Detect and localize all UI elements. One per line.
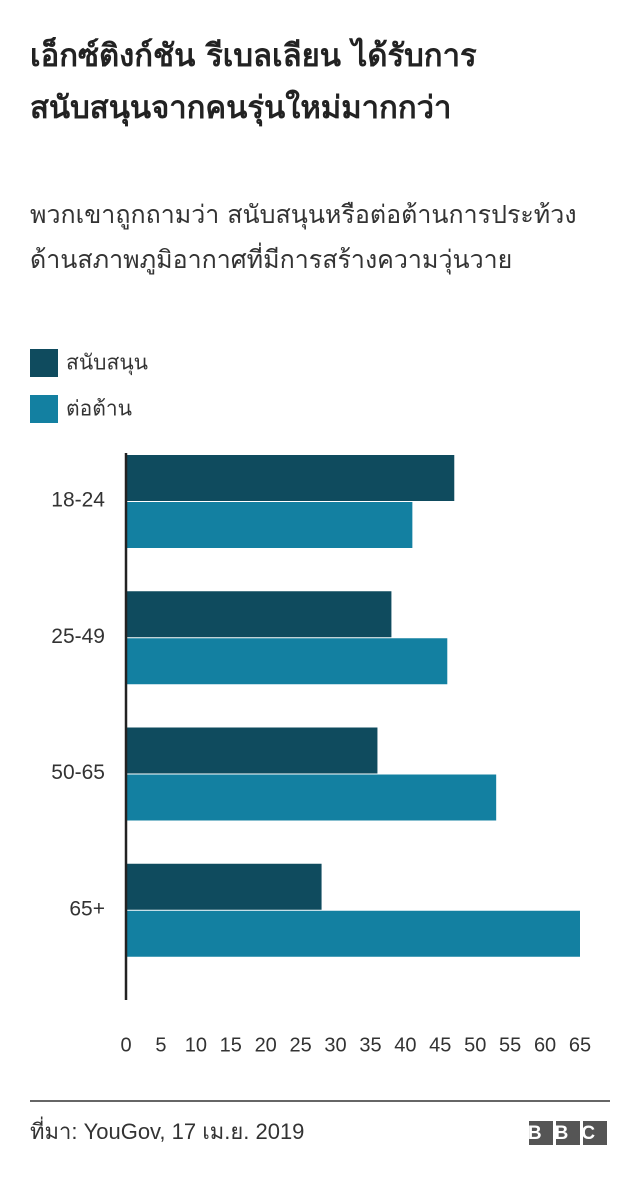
x-tick-label: 25 — [289, 1034, 311, 1056]
logo-text: BBC — [528, 1123, 608, 1144]
bar — [126, 910, 580, 957]
x-tick-label: 60 — [534, 1034, 556, 1056]
logo-box — [556, 1121, 580, 1145]
source: ที่มา: YouGov, 17 เม.ย. 2019 — [30, 1116, 304, 1144]
bar — [126, 591, 392, 638]
y-tick-label: 25-49 — [51, 625, 105, 648]
x-tick-label: 65 — [569, 1034, 591, 1056]
chart-title: เอ็กซ์ติงก์ชัน รีเบลเลียน ได้รับการสนับส… — [30, 38, 477, 126]
y-tick-label: 50-65 — [51, 761, 105, 784]
x-tick-label: 15 — [220, 1034, 242, 1056]
logo-box — [583, 1121, 607, 1145]
legend-label: สนับสนุน — [66, 352, 148, 376]
legend-swatch — [30, 349, 58, 377]
bar — [126, 863, 322, 910]
x-tick-label: 55 — [499, 1034, 521, 1056]
x-tick-label: 50 — [464, 1034, 486, 1056]
x-tick-label: 30 — [324, 1034, 346, 1056]
bar — [126, 638, 448, 685]
x-tick-label: 35 — [359, 1034, 381, 1056]
x-tick-label: 20 — [255, 1034, 277, 1056]
x-tick-label: 0 — [120, 1034, 131, 1056]
y-tick-label: 65+ — [69, 897, 105, 920]
logo: BBC — [528, 1121, 608, 1145]
x-tick-label: 45 — [429, 1034, 451, 1056]
logo-box — [529, 1121, 553, 1145]
bar — [126, 502, 413, 548]
x-tick-label: 40 — [394, 1034, 416, 1056]
bar — [126, 727, 378, 774]
x-tick-label: 10 — [185, 1034, 207, 1056]
chart-subtitle: พวกเขาถูกถามว่า สนับสนุนหรือต่อต้านการปร… — [30, 200, 577, 274]
bar — [126, 455, 455, 501]
y-tick-label: 18-24 — [51, 489, 105, 512]
x-tick-label: 5 — [155, 1034, 166, 1056]
legend-label: ต่อต้าน — [66, 398, 132, 421]
legend-swatch — [30, 395, 58, 423]
bar — [126, 774, 497, 821]
